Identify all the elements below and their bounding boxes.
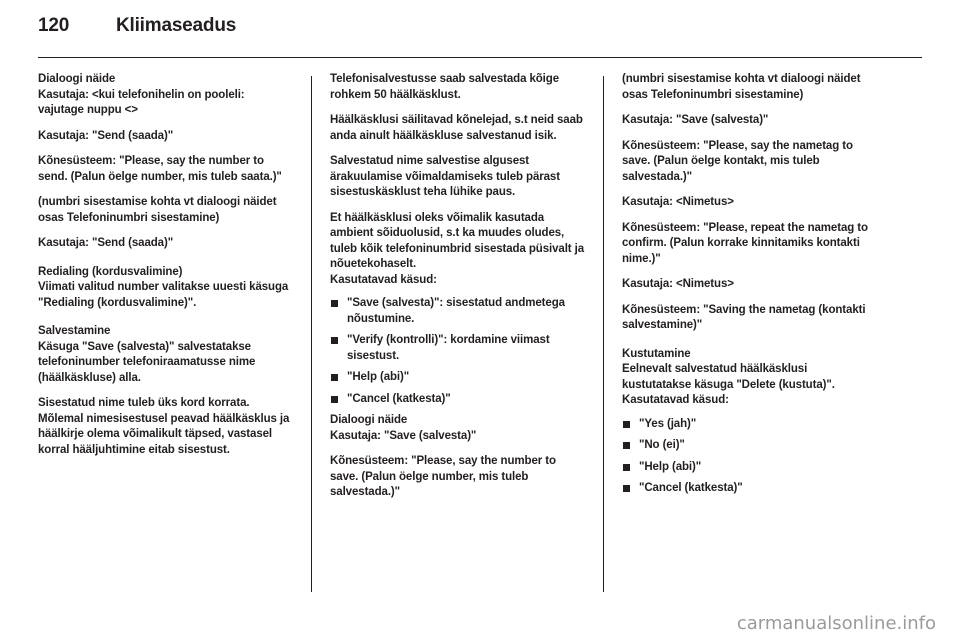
body-paragraph: Et häälkäsklusi oleks võimalik kasutada … (330, 211, 585, 271)
list-item: "Help (abi)" (330, 370, 585, 386)
site-watermark: carmanualsonline.info (736, 613, 936, 634)
column-divider-2 (585, 72, 622, 592)
body-paragraph: Häälkäsklusi säilitavad kõnelejad, s.t n… (330, 114, 583, 142)
body-paragraph: Salvestatud nime salvestise algusest ära… (330, 155, 560, 198)
body-paragraph: (numbri sisestamise kohta vt dialoogi nä… (622, 73, 861, 101)
list-item-label: "Help (abi)" (639, 460, 702, 473)
section-heading: Redialing (kordusvalimine) (38, 265, 183, 278)
list-item: "Verify (kontrolli)": kordamine viimast … (330, 333, 585, 364)
list-item-label: "Cancel (katkesta)" (347, 392, 451, 405)
section-heading: Kustutamine (622, 347, 691, 360)
body-paragraph: Kasutaja: "Save (salvesta)" (330, 429, 477, 442)
subheading: Kasutatavad käsud: (622, 394, 729, 406)
square-bullet-icon (623, 485, 630, 492)
square-bullet-icon (623, 463, 630, 471)
square-bullet-icon (331, 337, 338, 344)
body-paragraph: Kõnesüsteem: "Please, say the number to … (38, 155, 282, 183)
body-paragraph: Kõnesüsteem: "Please, repeat the nametag… (622, 221, 868, 265)
chapter-title: Kliimaseadus (116, 15, 237, 36)
body-paragraph: Kasutaja: "Save (salvesta)" (622, 114, 769, 126)
list-item: "Cancel (katkesta)" (622, 481, 877, 497)
list-item: "Cancel (katkesta)" (330, 392, 585, 408)
command-list: "Yes (jah)" "No (ei)" "Help (abi)" "Cancel … (622, 417, 877, 497)
square-bullet-icon (331, 300, 338, 307)
page-number: 120 (38, 15, 70, 36)
body-paragraph: Telefonisalvestusse saab salvestada kõig… (330, 73, 559, 101)
square-bullet-icon (623, 420, 630, 428)
body-paragraph: Sisestatud nime tuleb üks kord korrata. … (38, 397, 290, 456)
body-paragraph: Kõnesüsteem: "Please, say the nametag to… (622, 139, 853, 183)
body-paragraph: Kõnesüsteem: "Please, say the number to … (330, 455, 556, 498)
subheading: Kasutatavad käsud: (330, 273, 437, 286)
square-bullet-icon (331, 374, 338, 381)
body-paragraph: Käsuga "Save (salvesta)" salvestatakse t… (38, 340, 256, 384)
header-divider (38, 57, 922, 58)
list-item-label: "Save (salvesta)": sisestatud andmetega … (347, 297, 565, 325)
body-paragraph: (numbri sisestamise kohta vt dialoogi nä… (38, 196, 277, 224)
list-item-label: "Help (abi)" (347, 371, 410, 383)
command-list: "Save (salvesta)": sisestatud andmetega … (330, 296, 585, 407)
list-item-label: "Verify (kontrolli)": kordamine viimast … (347, 334, 550, 362)
subheading: Dialoogi näide (330, 414, 408, 426)
list-item: "Save (salvesta)": sisestatud andmetega … (330, 296, 585, 327)
list-item: "Help (abi)" (622, 460, 877, 476)
body-paragraph: Kasutaja: <Nimetus> (622, 196, 734, 208)
column-right: (numbri sisestamise kohta vt dialoogi nä… (622, 72, 877, 592)
content-columns: Dialoogi näide Kasutaja: <kui telefonihel… (38, 72, 922, 592)
column-left: Dialoogi näide Kasutaja: <kui telefonihel… (38, 72, 293, 592)
list-item: "Yes (jah)" (622, 417, 877, 433)
list-item-label: "No (ei)" (639, 439, 685, 451)
body-paragraph: Viimati valitud number valitakse uuesti … (38, 281, 289, 309)
page-header: 120 Kliimaseadus (38, 14, 922, 44)
list-item-label: "Cancel (katkesta)" (639, 482, 743, 494)
body-paragraph: Kasutaja: <kui telefonihelin on pooleli:… (38, 88, 245, 117)
square-bullet-icon (623, 442, 630, 449)
column-middle: Telefonisalvestusse saab salvestada kõig… (330, 72, 585, 592)
list-item-label: "Yes (jah)" (639, 417, 697, 430)
body-paragraph: Kasutaja: "Send (saada)" (38, 237, 174, 249)
column-divider-1 (293, 72, 330, 592)
subheading: Dialoogi näide (38, 73, 116, 85)
list-item: "No (ei)" (622, 438, 877, 454)
section-heading: Salvestamine (38, 325, 111, 337)
body-paragraph: Eelnevalt salvestatud häälkäsklusi kustu… (622, 363, 835, 391)
square-bullet-icon (331, 395, 338, 403)
body-paragraph: Kasutaja: "Send (saada)" (38, 129, 174, 142)
body-paragraph: Kasutaja: <Nimetus> (622, 278, 734, 290)
body-paragraph: Kõnesüsteem: "Saving the nametag (kontak… (622, 303, 866, 332)
